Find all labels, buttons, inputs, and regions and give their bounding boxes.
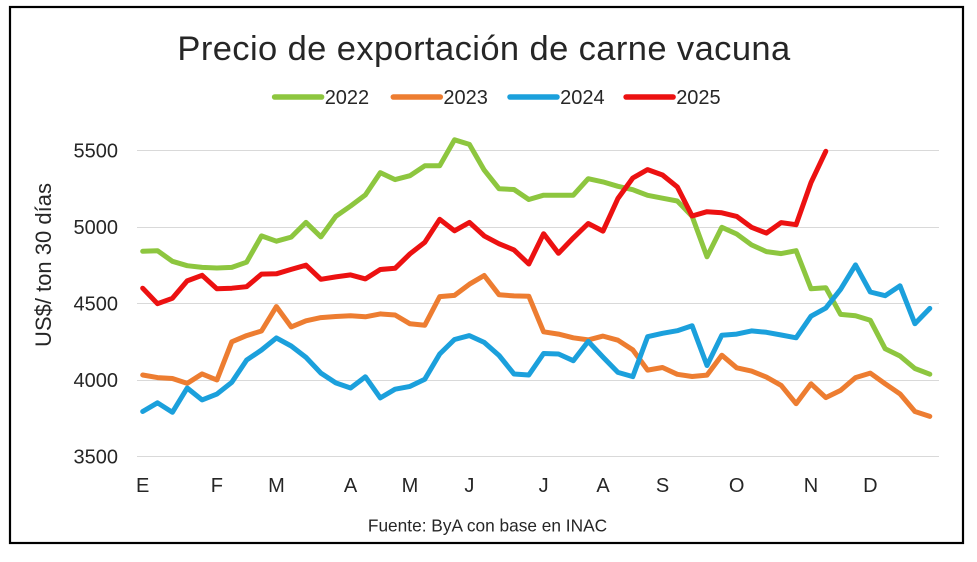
svg-text:4500: 4500 <box>74 294 119 316</box>
svg-text:2025: 2025 <box>676 87 721 109</box>
svg-text:F: F <box>211 475 223 497</box>
svg-text:E: E <box>136 475 149 497</box>
svg-text:M: M <box>268 475 285 497</box>
svg-text:S: S <box>656 475 669 497</box>
svg-text:J: J <box>464 475 474 497</box>
svg-text:A: A <box>344 475 358 497</box>
svg-text:2023: 2023 <box>443 87 488 109</box>
svg-text:2024: 2024 <box>560 87 605 109</box>
svg-text:J: J <box>539 475 549 497</box>
svg-text:D: D <box>863 475 877 497</box>
svg-text:5500: 5500 <box>74 141 119 163</box>
svg-text:4000: 4000 <box>74 370 119 392</box>
svg-text:N: N <box>804 475 818 497</box>
svg-text:3500: 3500 <box>74 447 119 469</box>
svg-text:2022: 2022 <box>325 87 370 109</box>
svg-text:O: O <box>729 475 745 497</box>
svg-text:Fuente: ByA con base en INAC: Fuente: ByA con base en INAC <box>368 516 607 536</box>
svg-text:M: M <box>402 475 419 497</box>
svg-text:A: A <box>596 475 610 497</box>
svg-text:5000: 5000 <box>74 217 119 239</box>
svg-text:US$/ ton 30 días: US$/ ton 30 días <box>31 183 56 347</box>
svg-text:Precio de exportación de carne: Precio de exportación de carne vacuna <box>177 30 791 68</box>
